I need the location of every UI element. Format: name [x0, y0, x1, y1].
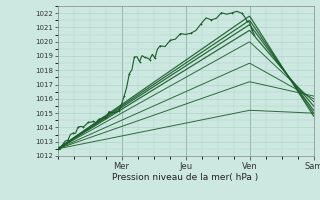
Point [96, 118, 101, 121]
Point [229, 11, 234, 15]
X-axis label: Pression niveau de la mer( hPa ): Pression niveau de la mer( hPa ) [112, 173, 259, 182]
Point [76, 126, 81, 129]
Point [70, 132, 76, 135]
Point [157, 44, 163, 47]
Point [132, 55, 137, 59]
Point [152, 56, 157, 60]
Point [55, 147, 60, 150]
Point [147, 58, 152, 61]
Point [86, 121, 91, 124]
Point [81, 125, 86, 129]
Point [168, 39, 173, 42]
Point [106, 110, 111, 113]
Point [91, 120, 96, 123]
Point [198, 22, 204, 26]
Point [209, 18, 214, 21]
Point [101, 115, 106, 119]
Point [188, 32, 193, 35]
Point [127, 72, 132, 75]
Point [137, 60, 142, 63]
Point [244, 20, 250, 23]
Point [65, 139, 70, 142]
Point [116, 109, 122, 113]
Point [239, 12, 244, 15]
Point [142, 56, 147, 59]
Point [178, 32, 183, 35]
Point [122, 94, 127, 98]
Point [250, 29, 255, 32]
Point [219, 11, 224, 14]
Point [60, 143, 65, 146]
